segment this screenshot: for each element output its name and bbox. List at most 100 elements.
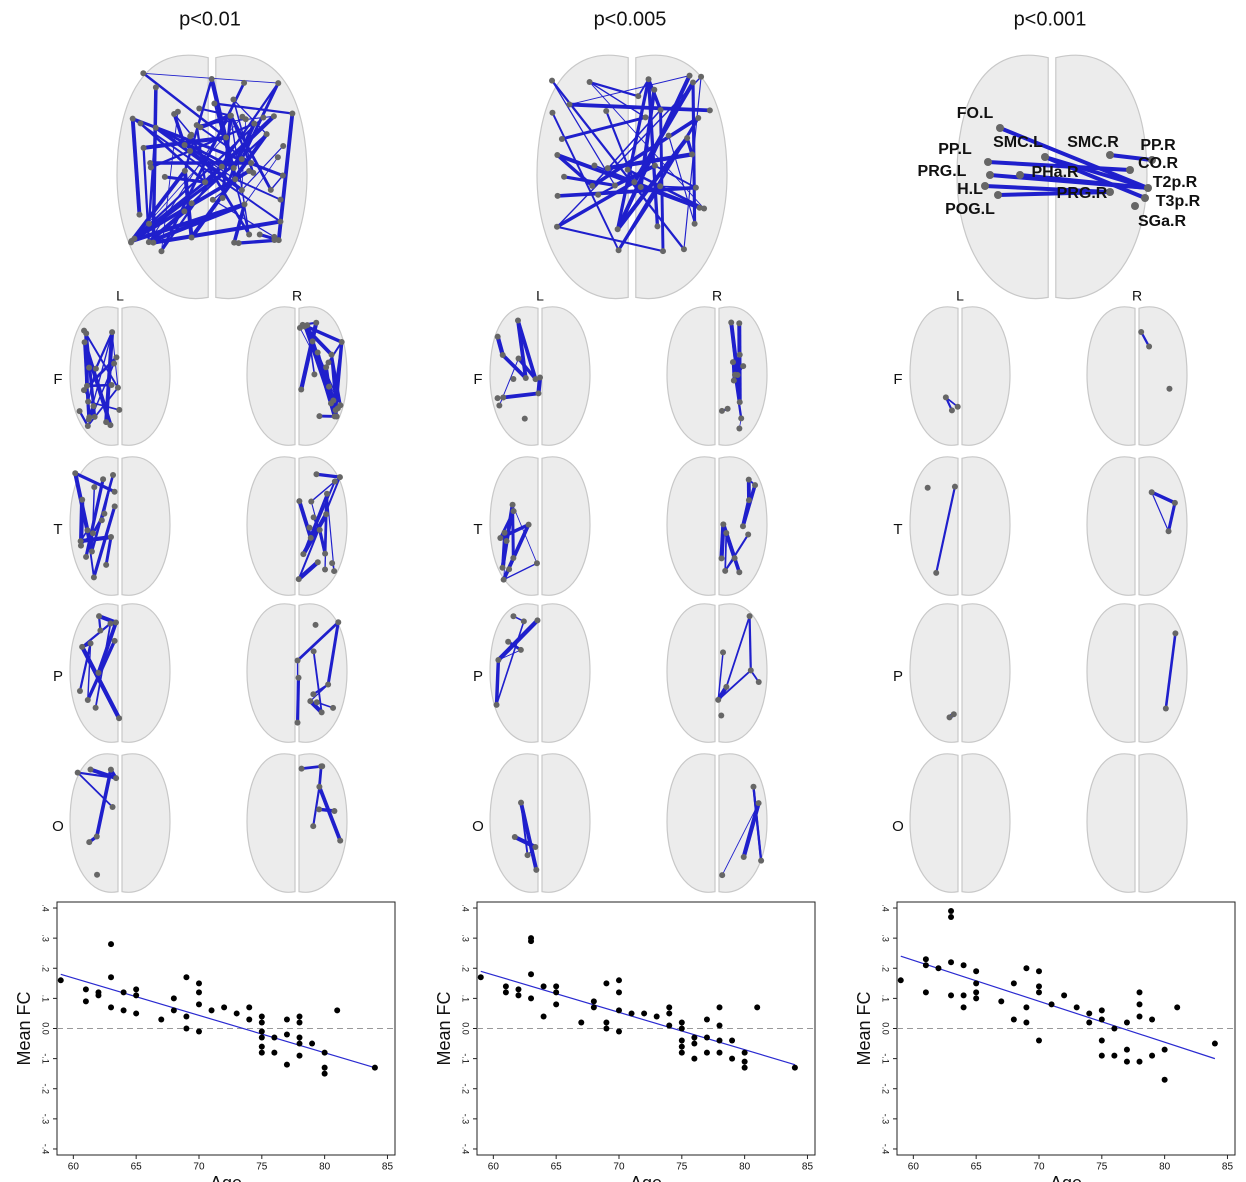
point xyxy=(478,974,484,980)
hemisphere xyxy=(962,307,1010,445)
point xyxy=(935,965,941,971)
hemisphere xyxy=(542,457,590,595)
point xyxy=(1074,1004,1080,1010)
point xyxy=(221,1004,227,1010)
brain xyxy=(1087,604,1187,742)
node xyxy=(746,477,752,483)
node xyxy=(187,148,193,154)
node xyxy=(510,376,516,382)
node-label: POG.L xyxy=(945,201,995,218)
point xyxy=(1023,1019,1029,1025)
point xyxy=(729,1038,735,1044)
node xyxy=(1041,153,1049,161)
point xyxy=(541,1013,547,1019)
hemisphere xyxy=(962,604,1010,742)
node xyxy=(146,221,152,227)
y-tick-label: -.3 xyxy=(41,1114,51,1125)
node xyxy=(692,221,698,227)
node xyxy=(275,154,281,160)
fit-line xyxy=(61,974,375,1067)
node xyxy=(239,187,245,193)
y-tick-label: .1 xyxy=(461,995,471,1003)
node xyxy=(196,106,202,112)
node xyxy=(316,413,322,419)
hemisphere xyxy=(667,307,715,445)
point xyxy=(679,1026,685,1032)
node xyxy=(232,176,238,182)
node xyxy=(500,395,506,401)
node xyxy=(187,133,193,139)
node xyxy=(625,167,631,173)
hemisphere xyxy=(962,754,1010,892)
node xyxy=(1126,166,1134,174)
node xyxy=(308,535,314,541)
node xyxy=(534,617,540,623)
node xyxy=(250,170,256,176)
node xyxy=(277,219,283,225)
point xyxy=(1061,992,1067,998)
node xyxy=(506,566,512,572)
point xyxy=(1137,989,1143,995)
node xyxy=(720,649,726,655)
lobe-label: F xyxy=(893,371,902,388)
x-tick-label: 80 xyxy=(319,1162,331,1173)
node xyxy=(737,352,743,358)
point xyxy=(1162,1077,1168,1083)
node xyxy=(241,80,247,86)
node xyxy=(323,511,329,517)
node xyxy=(228,113,234,119)
hemisphere xyxy=(962,457,1010,595)
node xyxy=(534,560,540,566)
node xyxy=(181,208,187,214)
node xyxy=(194,122,200,128)
node xyxy=(100,476,106,482)
node-label: SMC.R xyxy=(1067,134,1119,151)
brain xyxy=(910,604,1010,742)
point xyxy=(948,908,954,914)
node xyxy=(75,770,81,776)
point xyxy=(196,1029,202,1035)
x-tick-label: 75 xyxy=(1096,1162,1108,1173)
node xyxy=(162,174,168,180)
brain xyxy=(667,307,767,445)
lobe-label: F xyxy=(473,371,482,388)
node xyxy=(136,212,142,218)
x-tick-label: 70 xyxy=(613,1162,625,1173)
point xyxy=(372,1065,378,1071)
node xyxy=(986,171,994,179)
node xyxy=(116,715,122,721)
node xyxy=(495,334,501,340)
x-tick-label: 60 xyxy=(488,1162,500,1173)
node xyxy=(1166,386,1172,392)
point xyxy=(553,983,559,989)
point xyxy=(1162,1047,1168,1053)
node xyxy=(146,239,152,245)
panel-title: p<0.005 xyxy=(594,8,667,30)
node xyxy=(92,414,98,420)
node xyxy=(91,484,97,490)
point xyxy=(973,968,979,974)
node xyxy=(103,562,109,568)
node xyxy=(616,247,622,253)
brain xyxy=(490,604,590,742)
node-label: PP.L xyxy=(938,141,972,158)
node xyxy=(741,854,747,860)
node xyxy=(189,235,195,241)
point xyxy=(1023,1004,1029,1010)
node xyxy=(511,508,517,514)
point xyxy=(284,1062,290,1068)
node xyxy=(257,231,263,237)
node xyxy=(723,530,729,536)
point xyxy=(515,986,521,992)
node xyxy=(316,806,322,812)
hemisphere xyxy=(1087,754,1135,892)
node xyxy=(248,160,254,166)
node xyxy=(652,163,658,169)
node xyxy=(533,867,539,873)
point xyxy=(1011,1016,1017,1022)
node xyxy=(925,485,931,491)
lobe-label: P xyxy=(893,668,903,685)
point xyxy=(923,989,929,995)
node xyxy=(952,484,958,490)
node xyxy=(747,613,753,619)
